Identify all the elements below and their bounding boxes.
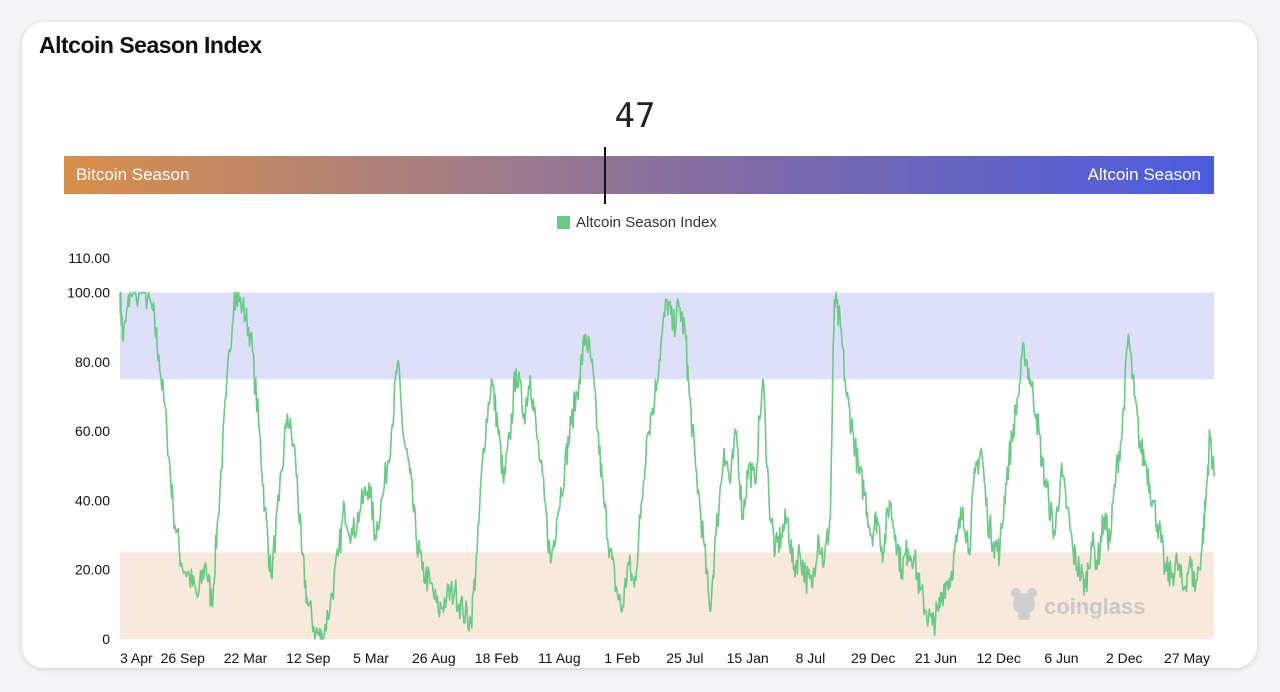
gauge-value: 47 — [614, 96, 656, 136]
series-line-altcoin-season-index — [119, 291, 1215, 640]
chart-legend[interactable]: Altcoin Season Index — [557, 214, 717, 231]
coinglass-logo-icon — [1011, 588, 1037, 620]
x-tick-label: 1 Feb — [604, 650, 640, 666]
y-tick-label: 60.00 — [75, 423, 110, 439]
season-gauge-bar: Bitcoin Season Altcoin Season — [64, 156, 1214, 194]
x-tick-label: 22 Mar — [224, 650, 268, 666]
altcoin-season-chart[interactable]: 0 20.00 40.00 60.00 80.00 100.00 110.00 3 Apr 2… — [22, 22, 1257, 668]
page-title: Altcoin Season Index — [39, 32, 262, 58]
x-tick-label: 5 Mar — [353, 650, 389, 666]
x-tick-label: 18 Feb — [475, 650, 519, 666]
x-tick-label: 21 Jun — [915, 650, 957, 666]
y-tick-label: 110.00 — [68, 250, 110, 266]
y-tick-label: 80.00 — [75, 354, 110, 370]
x-tick-label: 26 Aug — [412, 650, 456, 666]
legend-swatch — [557, 216, 570, 229]
x-tick-label: 12 Sep — [286, 650, 331, 666]
x-tick-label: 8 Jul — [796, 650, 826, 666]
y-tick-label: 40.00 — [75, 492, 110, 508]
legend-label: Altcoin Season Index — [576, 214, 717, 231]
x-tick-label: 6 Jun — [1044, 650, 1078, 666]
x-tick-label: 25 Jul — [666, 650, 703, 666]
x-tick-label: 2 Dec — [1106, 650, 1143, 666]
x-tick-label: 27 May — [1164, 650, 1210, 666]
altcoin-season-label: Altcoin Season — [1087, 165, 1201, 184]
x-tick-label: 26 Sep — [161, 650, 206, 666]
gauge-marker — [603, 147, 606, 204]
chart-card: Altcoin Season Index 47 Bitcoin Season A… — [22, 22, 1257, 668]
y-tick-label: 0 — [102, 631, 110, 647]
coinglass-watermark: coinglass — [1011, 588, 1145, 620]
y-tick-label: 100.00 — [67, 285, 110, 301]
x-tick-label: 11 Aug — [538, 650, 581, 666]
watermark-text: coinglass — [1044, 594, 1145, 619]
x-tick-label: 3 Apr — [120, 650, 153, 666]
x-tick-label: 12 Dec — [977, 650, 1021, 666]
bitcoin-season-label: Bitcoin Season — [76, 165, 190, 184]
x-tick-label: 29 Dec — [851, 650, 895, 666]
y-tick-label: 20.00 — [75, 562, 110, 578]
x-tick-label: 15 Jan — [727, 650, 769, 666]
